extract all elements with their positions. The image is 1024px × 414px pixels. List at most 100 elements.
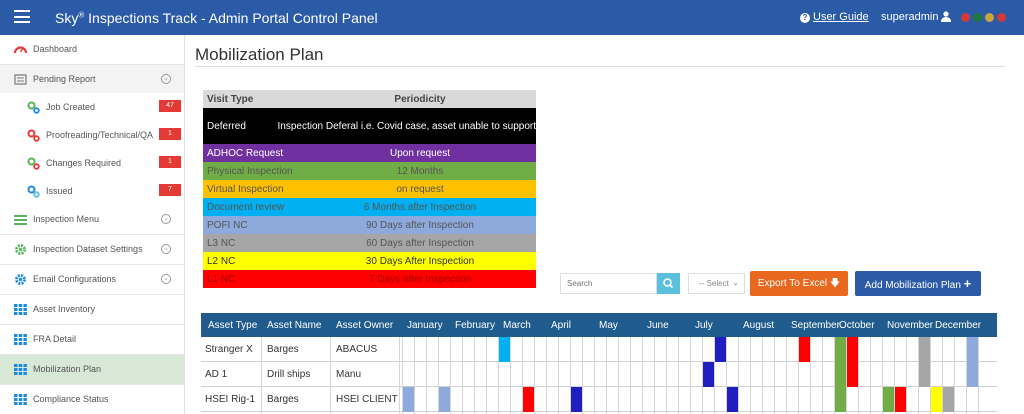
week-divider	[678, 337, 679, 414]
table-row[interactable]: Stranger X Barges ABACUS	[201, 337, 997, 362]
plan-cell[interactable]	[523, 387, 534, 412]
plan-cell[interactable]	[403, 387, 414, 412]
sidebar-item-label: Issued	[46, 186, 73, 196]
week-divider	[702, 337, 703, 414]
download-arrow-icon: 🡇	[829, 278, 841, 289]
export-to-excel-button[interactable]: Export To Excel 🡇	[750, 271, 848, 296]
sidebar-item-job-created[interactable]: Job Created 47	[0, 93, 184, 123]
plan-cell[interactable]	[883, 387, 894, 412]
week-divider	[606, 337, 607, 414]
filter-select[interactable]: -- Select ⌄	[688, 273, 745, 294]
month-label: December	[935, 320, 982, 331]
sidebar-item-label: Inspection Menu	[33, 214, 100, 224]
sidebar-item-issued[interactable]: Issued 7	[0, 177, 184, 207]
search-input[interactable]	[560, 273, 657, 294]
language-flag-pt-icon[interactable]	[997, 13, 1006, 22]
plan-cell[interactable]	[835, 362, 846, 387]
user-icon[interactable]	[941, 11, 951, 22]
sidebar-item-compliance-status[interactable]: Compliance Status	[0, 385, 184, 414]
sidebar-item-pending-report[interactable]: Pending Report ⌄	[0, 65, 184, 95]
count-badge: 1	[159, 156, 181, 168]
search-button[interactable]	[657, 273, 680, 294]
legend-row: Physical Inspection 12 Months	[203, 162, 536, 180]
sidebar-item-email-configurations[interactable]: Email Configurations ⌄	[0, 265, 184, 295]
language-flag-es-icon[interactable]	[985, 13, 994, 22]
plan-cell[interactable]	[919, 362, 930, 387]
grid-divider	[261, 337, 262, 414]
plan-cell[interactable]	[439, 387, 450, 412]
legend-row: ADHOC Request Upon request	[203, 144, 536, 162]
week-divider	[666, 337, 667, 414]
column-asset-type: Asset Type	[208, 320, 258, 331]
sidebar-item-mobilization-plan[interactable]: Mobilization Plan	[0, 355, 184, 385]
sidebar-item-changes-required[interactable]: Changes Required 1	[0, 149, 184, 179]
sidebar-item-fra-detail[interactable]: FRA Detail	[0, 325, 184, 355]
table-row[interactable]: HSEI Rig-1 Barges HSEI CLIENT	[201, 387, 997, 412]
plan-cell[interactable]	[727, 387, 738, 412]
plan-cell[interactable]	[967, 362, 978, 387]
sidebar-item-asset-inventory[interactable]: Asset Inventory	[0, 295, 184, 325]
week-divider	[834, 337, 835, 414]
sidebar-item-label: Compliance Status	[33, 394, 109, 404]
hamburger-menu-icon[interactable]	[14, 10, 30, 23]
user-guide-link[interactable]: ? User Guide	[800, 11, 869, 23]
sidebar-item-proofreading[interactable]: Proofreading/Technical/QA 1	[0, 121, 184, 151]
plan-cell[interactable]	[931, 387, 942, 412]
legend-header-periodicity: Periodicity	[394, 93, 446, 105]
table-row[interactable]: AD 1 Drill ships Manu	[201, 362, 997, 387]
week-divider	[642, 337, 643, 414]
week-divider	[846, 337, 847, 414]
cell-type: AD 1	[205, 369, 228, 380]
sidebar-item-label: FRA Detail	[33, 334, 77, 344]
week-divider	[954, 337, 955, 414]
month-label: February	[455, 320, 496, 331]
plan-cell[interactable]	[499, 337, 510, 362]
chevron-down-icon: ⌄	[161, 244, 171, 254]
plan-cell[interactable]	[703, 362, 714, 387]
plan-cell[interactable]	[835, 337, 846, 362]
legend-visit-type: L1 NC	[207, 273, 236, 285]
sidebar-item-inspection-dataset-settings[interactable]: Inspection Dataset Settings ⌄	[0, 235, 184, 265]
app-title-text: Inspections Track - Admin Portal Control…	[84, 10, 378, 26]
week-divider	[486, 337, 487, 414]
plan-cell[interactable]	[571, 387, 582, 412]
legend-visit-type: Physical Inspection	[207, 165, 293, 177]
grid-divider	[330, 337, 331, 414]
week-divider	[618, 337, 619, 414]
week-divider	[510, 337, 511, 414]
plan-cell[interactable]	[835, 387, 846, 412]
language-flag-en-icon[interactable]	[961, 13, 970, 22]
plan-cell[interactable]	[919, 337, 930, 362]
legend-periodicity: 12 Months	[396, 165, 444, 177]
plan-cell[interactable]	[847, 362, 858, 387]
sidebar-item-inspection-menu[interactable]: Inspection Menu ⌄	[0, 205, 184, 235]
legend-visit-type: Virtual Inspection	[207, 183, 284, 195]
add-mobilization-plan-button[interactable]: Add Mobilization Plan +	[855, 271, 981, 296]
plan-cell[interactable]	[715, 337, 726, 362]
legend-row: POFI NC 90 Days after Inspection	[203, 216, 536, 234]
sidebar-item-label: Changes Required	[46, 158, 122, 168]
dashboard-icon	[14, 46, 27, 54]
username[interactable]: superadmin	[881, 11, 939, 23]
plan-cell[interactable]	[895, 387, 906, 412]
week-divider	[558, 337, 559, 414]
week-divider	[462, 337, 463, 414]
plan-cell[interactable]	[943, 387, 954, 412]
visit-type-legend: Visit Type Periodicity Deferred Inspectio…	[203, 90, 536, 288]
sidebar-item-label: Inspection Dataset Settings	[33, 244, 143, 254]
month-label: November	[887, 320, 934, 331]
legend-periodicity: 60 Days after Inspection	[366, 237, 474, 249]
mobilization-grid: Asset Type Asset Name Asset Owner Januar…	[201, 313, 997, 414]
plan-cell[interactable]	[799, 337, 810, 362]
legend-row: Deferred Inspection Deferal i.e. Covid ca…	[203, 108, 536, 144]
legend-periodicity: Upon request	[389, 147, 451, 159]
legend-visit-type: Document review	[207, 201, 285, 213]
language-flag-ae-icon[interactable]	[973, 13, 982, 22]
plan-cell[interactable]	[847, 337, 858, 362]
count-badge: 1	[159, 128, 181, 140]
sidebar-item-dashboard[interactable]: Dashboard	[0, 35, 184, 65]
plan-cell[interactable]	[967, 337, 978, 362]
app-brand: Sky	[55, 10, 79, 26]
legend-periodicity: Inspection Deferal i.e. Covid case, asse…	[277, 120, 536, 132]
legend-periodicity: 30 Days After Inspection	[365, 255, 475, 267]
